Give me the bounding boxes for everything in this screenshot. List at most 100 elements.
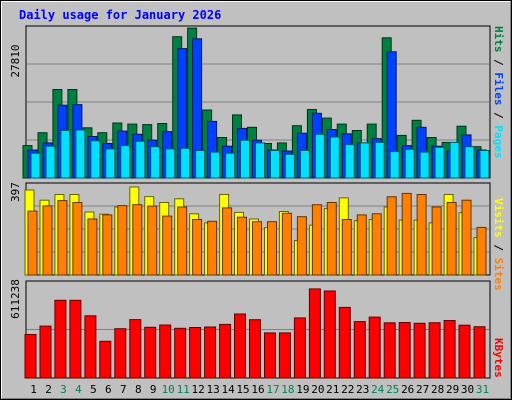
visits-sites-panel (24, 182, 491, 276)
day-label: 29 (446, 383, 459, 396)
sites-bar (237, 216, 247, 276)
day-label: 21 (326, 383, 339, 396)
pages-bar (195, 150, 206, 179)
pages-bar (419, 151, 430, 179)
legend-hits: Hits (492, 26, 505, 53)
day-label: 27 (416, 383, 429, 396)
legend-sites: Sites (492, 258, 505, 291)
day-label: 2 (45, 383, 52, 396)
sites-bar (57, 200, 68, 276)
legend-kbytes: KBytes (492, 338, 505, 378)
sites-bar (281, 212, 292, 276)
day-label: 9 (150, 383, 157, 396)
kbytes-bar (249, 319, 261, 379)
kbytes-bar (368, 316, 381, 379)
kbytes-bar (174, 327, 187, 379)
sites-bar (27, 210, 38, 276)
kbytes-bar (264, 332, 276, 379)
sites-bar (386, 196, 397, 276)
sites-bar (341, 219, 352, 276)
kbytes-bar (204, 326, 217, 379)
sites-bar (431, 206, 442, 276)
pages-bar (404, 148, 415, 179)
sites-bar (416, 194, 427, 276)
hits-panel-legend: Hits / Files / Pages (492, 26, 505, 159)
kbytes-bar (219, 323, 232, 379)
pages-bar (60, 130, 71, 179)
sites-bar (87, 218, 98, 276)
pages-bar (135, 140, 146, 179)
day-label: 30 (461, 383, 474, 396)
pages-bar (150, 146, 161, 179)
sites-bar (326, 202, 337, 276)
chart-title: Daily usage for January 2026 (19, 8, 221, 22)
legend-pages: Pages (492, 125, 505, 158)
day-label: 25 (386, 383, 399, 396)
sites-bar (267, 221, 277, 276)
kbytes-bar (84, 315, 97, 379)
day-label: 1 (30, 383, 37, 396)
day-label: 15 (236, 383, 249, 396)
sites-bar (296, 216, 307, 276)
pages-bar (389, 151, 400, 179)
kbytes-bar (413, 322, 426, 379)
sites-bar (476, 226, 487, 276)
day-label: 18 (281, 383, 294, 396)
sites-bar (222, 207, 233, 276)
day-label: 11 (177, 383, 190, 396)
sites-bar (311, 204, 322, 276)
pages-bar (45, 145, 56, 179)
visits-ymax-label: 397 (9, 182, 22, 202)
visits-panel-legend: Visits / Sites (492, 198, 505, 291)
kbytes-bar (293, 317, 306, 379)
kbytes-bar (54, 299, 67, 379)
pages-bar (225, 152, 236, 179)
pages-bar (314, 133, 325, 179)
legend-visits: Visits (492, 198, 505, 238)
day-label: 22 (341, 383, 354, 396)
day-label: 31 (476, 383, 489, 396)
kbytes-bar (189, 327, 202, 379)
day-label: 7 (120, 383, 127, 396)
sites-bar (207, 220, 218, 276)
kbytes-bar (473, 326, 486, 379)
kbytes-bar (129, 319, 142, 379)
kbytes-bar (383, 322, 396, 379)
pages-bar (105, 148, 116, 179)
kbytes-panel (24, 280, 491, 379)
kbytes-bar (69, 299, 82, 379)
kbytes-bar (398, 322, 411, 379)
kbytes-bar (234, 313, 246, 379)
pages-bar (299, 150, 310, 179)
pages-bar (434, 146, 445, 179)
kbytes-bar (114, 328, 127, 379)
kbytes-bar (159, 324, 172, 379)
kbytes-bar (144, 326, 157, 379)
svg-text:Hits / Files / Pages: Hits / Files / Pages (492, 26, 505, 159)
day-label: 19 (296, 383, 309, 396)
pages-bar (165, 148, 176, 179)
day-label: 17 (266, 383, 279, 396)
sites-bar (192, 219, 203, 276)
day-label: 10 (162, 383, 175, 396)
pages-bar (210, 151, 221, 179)
sites-bar (42, 205, 53, 276)
day-label: 26 (401, 383, 414, 396)
day-axis-labels: 1 2 3 4 5 6 7 8 9 10 11 12 13 14 15 16 17 18 19 20 21 22 23 24 2… (30, 383, 489, 396)
day-label: 20 (311, 383, 324, 396)
sites-bar (147, 205, 158, 276)
pages-bar (30, 152, 41, 179)
hits-files-pages-panel (22, 25, 491, 179)
pages-bar (359, 142, 370, 179)
sites-bar (252, 221, 262, 276)
pages-bar (344, 144, 355, 179)
day-label: 28 (431, 383, 444, 396)
legend-files: Files (492, 72, 505, 105)
kbytes-bar (278, 332, 291, 379)
sites-bar (446, 202, 457, 276)
kbytes-bar (39, 325, 52, 379)
kbytes-panel-legend: KBytes (492, 338, 505, 378)
sites-bar (371, 213, 382, 276)
sites-bar (162, 215, 173, 276)
pages-bar (75, 129, 86, 179)
